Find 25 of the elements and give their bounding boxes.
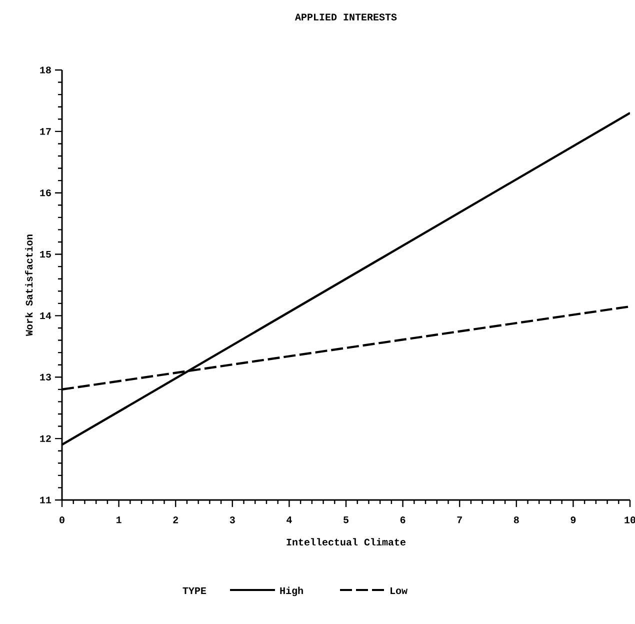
legend-label: Low — [390, 587, 408, 594]
y-tick-label: 15 — [40, 250, 51, 258]
chart-title: APPLIED INTERESTS — [294, 14, 397, 20]
y-tick-label: 14 — [40, 312, 52, 319]
y-tick-label: 16 — [40, 189, 51, 196]
y-tick-label: 12 — [40, 435, 51, 442]
x-tick-label: 1 — [116, 516, 122, 524]
x-tick-label: 7 — [457, 516, 462, 524]
y-tick-label: 13 — [40, 374, 51, 381]
legend-title: TYPE — [182, 587, 206, 594]
x-tick-label: 6 — [400, 516, 406, 524]
y-tick-label: 11 — [40, 496, 52, 504]
y-tick-label: 17 — [40, 128, 51, 135]
x-tick-label: 3 — [230, 516, 235, 524]
x-tick-label: 2 — [173, 516, 178, 524]
x-tick-label: 9 — [570, 516, 576, 524]
y-axis-title: Work Satisfaction — [25, 234, 33, 336]
x-tick-label: 10 — [624, 516, 635, 524]
y-tick-label: 18 — [40, 66, 51, 74]
x-tick-label: 4 — [286, 516, 292, 524]
x-tick-label: 5 — [344, 516, 348, 524]
legend-label: High — [280, 586, 303, 596]
x-tick-label: 0 — [60, 516, 64, 524]
x-tick-label: 8 — [514, 516, 519, 524]
x-axis-title: Intellectual Climate — [286, 538, 406, 546]
